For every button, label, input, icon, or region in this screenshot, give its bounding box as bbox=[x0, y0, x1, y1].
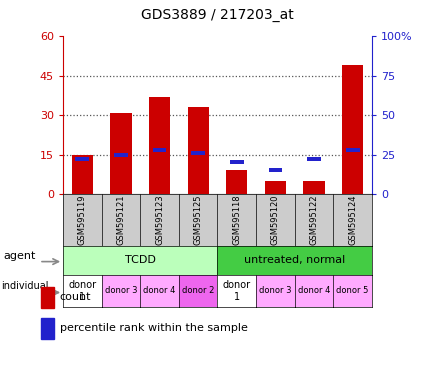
Text: GSM595124: GSM595124 bbox=[347, 195, 356, 245]
Bar bbox=[76, 157, 89, 161]
Text: TCDD: TCDD bbox=[125, 255, 155, 265]
Text: GSM595118: GSM595118 bbox=[232, 195, 241, 245]
Text: donor 3: donor 3 bbox=[105, 286, 137, 295]
Text: GSM595125: GSM595125 bbox=[193, 195, 202, 245]
Text: percentile rank within the sample: percentile rank within the sample bbox=[59, 323, 247, 333]
Text: donor 5: donor 5 bbox=[335, 286, 368, 295]
Bar bbox=[226, 170, 247, 194]
Bar bbox=[306, 157, 320, 161]
Text: GSM595119: GSM595119 bbox=[78, 195, 87, 245]
Bar bbox=[264, 181, 286, 194]
Bar bbox=[41, 287, 53, 308]
Text: GSM595121: GSM595121 bbox=[116, 195, 125, 245]
Bar bbox=[41, 318, 53, 339]
Text: donor 4: donor 4 bbox=[297, 286, 329, 295]
Bar bbox=[341, 65, 362, 194]
Text: GSM595122: GSM595122 bbox=[309, 195, 318, 245]
Text: donor
1: donor 1 bbox=[68, 280, 96, 302]
Text: untreated, normal: untreated, normal bbox=[243, 255, 345, 265]
Text: donor
1: donor 1 bbox=[222, 280, 250, 302]
Bar bbox=[230, 161, 243, 164]
Bar bbox=[148, 97, 170, 194]
Bar bbox=[110, 113, 132, 194]
Text: count: count bbox=[59, 292, 91, 302]
Text: donor 2: donor 2 bbox=[181, 286, 214, 295]
Text: donor 4: donor 4 bbox=[143, 286, 175, 295]
Bar bbox=[72, 155, 93, 194]
Text: GSM595120: GSM595120 bbox=[270, 195, 279, 245]
Text: GSM595123: GSM595123 bbox=[155, 195, 164, 245]
Text: donor 3: donor 3 bbox=[259, 286, 291, 295]
Bar bbox=[345, 148, 358, 152]
Text: agent: agent bbox=[3, 251, 36, 261]
Bar bbox=[187, 108, 208, 194]
Text: individual: individual bbox=[1, 281, 49, 291]
Bar bbox=[152, 148, 166, 152]
Bar bbox=[191, 151, 204, 155]
Bar bbox=[114, 152, 128, 157]
Text: GDS3889 / 217203_at: GDS3889 / 217203_at bbox=[141, 8, 293, 22]
Bar bbox=[302, 181, 324, 194]
Bar bbox=[268, 168, 282, 172]
